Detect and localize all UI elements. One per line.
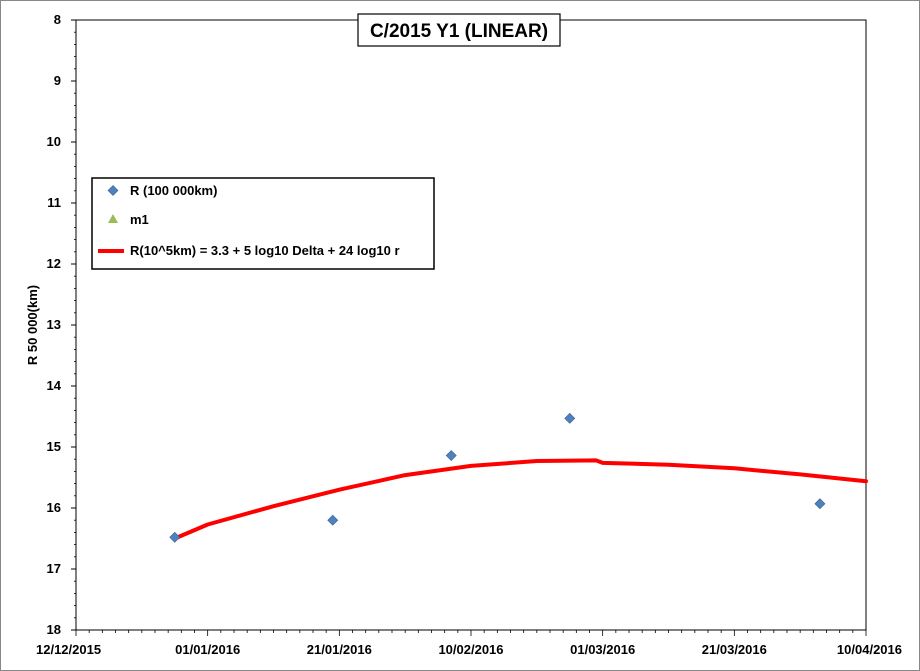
legend-marker-m1: [108, 214, 118, 223]
chart-title-frame: [357, 13, 561, 47]
y-tick-label: 13: [47, 317, 61, 332]
legend-marker-r: [107, 185, 119, 196]
y-tick-label: 12: [47, 256, 61, 271]
y-tick-label: 16: [47, 500, 61, 515]
y-tick-label: 17: [47, 561, 61, 576]
y-tick-label: 11: [47, 195, 61, 210]
x-tick-label: 12/12/2015: [36, 642, 101, 657]
legend-box: [91, 177, 435, 270]
x-axis: 12/12/2015 01/01/2016 21/01/2016 10/02/2016…: [36, 630, 902, 657]
x-tick-label: 21/03/2016: [702, 642, 767, 657]
legend: R (100 000km) m1 R(10^5km) = 3.3 + 5 log…: [91, 177, 435, 270]
y-axis-label: R 50 000(km): [25, 285, 40, 365]
x-tick-label: 10/02/2016: [438, 642, 503, 657]
series-line-model: [172, 458, 868, 541]
data-point: [327, 514, 339, 526]
y-axis: 8 9 10 11 12 13 14 15 16 17 18: [47, 12, 76, 637]
chart-title: C/2015 Y1 (LINEAR): [370, 21, 548, 42]
series-points: [169, 412, 826, 543]
y-tick-label: 15: [47, 439, 61, 454]
data-point: [445, 450, 457, 461]
legend-label-model: R(10^5km) = 3.3 + 5 log10 Delta + 24 log…: [130, 243, 400, 258]
legend-label-m1: m1: [130, 212, 149, 227]
y-tick-label: 14: [47, 378, 62, 393]
data-point: [814, 498, 826, 510]
chart-title-box: C/2015 Y1 (LINEAR): [357, 13, 561, 47]
plot-area: [75, 19, 867, 631]
x-tick-label: 10/04/2016: [837, 642, 902, 657]
legend-label-r: R (100 000km): [130, 183, 217, 198]
x-tick-label: 01/03/2016: [570, 642, 635, 657]
data-point: [564, 412, 576, 424]
y-tick-label: 8: [54, 12, 61, 27]
x-tick-label: 01/01/2016: [175, 642, 240, 657]
y-tick-label: 9: [54, 73, 61, 88]
data-point: [169, 531, 181, 543]
y-tick-label: 10: [47, 134, 61, 149]
x-tick-label: 21/01/2016: [307, 642, 372, 657]
y-tick-label: 18: [47, 622, 61, 637]
